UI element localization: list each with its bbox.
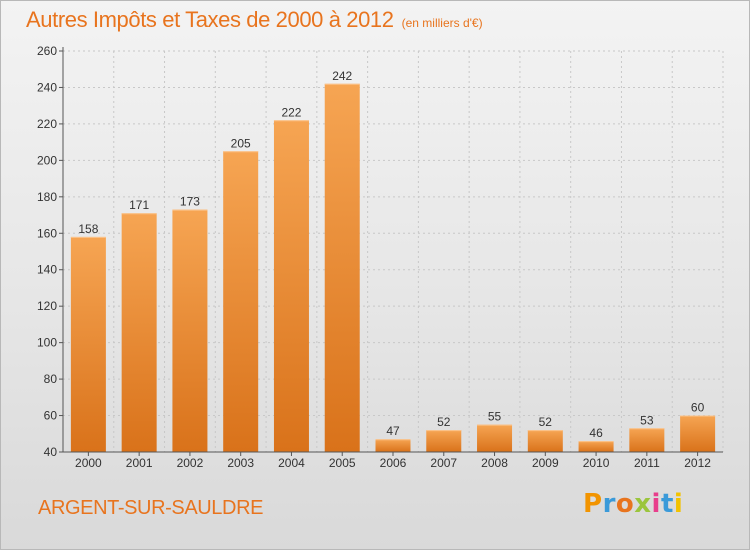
brand-letter: P xyxy=(583,489,603,519)
brand-letter: i xyxy=(673,489,684,519)
bar xyxy=(223,151,259,452)
brand-letter: x xyxy=(634,489,652,519)
bar xyxy=(578,441,614,452)
bar xyxy=(324,83,360,453)
brand-letter: t xyxy=(660,489,674,519)
bar xyxy=(680,415,716,452)
place-name: ARGENT-SUR-SAULDRE xyxy=(38,497,264,519)
bar-value-label: 47 xyxy=(386,424,400,438)
bar xyxy=(70,236,106,452)
bar xyxy=(121,213,157,452)
y-tick-label: 200 xyxy=(37,153,57,167)
x-tick-label: 2007 xyxy=(430,456,457,470)
bar-value-label: 158 xyxy=(78,222,98,236)
y-tick-label: 240 xyxy=(37,80,57,94)
x-tick-label: 2010 xyxy=(583,456,610,470)
x-tick-label: 2012 xyxy=(684,456,711,470)
bar-value-label: 173 xyxy=(180,195,200,209)
bar-value-label: 53 xyxy=(640,413,654,427)
brand-logo: Proxiti xyxy=(583,489,683,519)
bar-value-label: 60 xyxy=(691,401,705,415)
bar xyxy=(629,428,665,452)
x-tick-label: 2009 xyxy=(532,456,559,470)
bar xyxy=(375,439,411,452)
bar-value-label: 55 xyxy=(488,410,502,424)
bar xyxy=(273,120,309,452)
x-tick-label: 2004 xyxy=(278,456,305,470)
bar-value-label: 171 xyxy=(129,198,149,212)
y-tick-label: 40 xyxy=(44,445,58,459)
y-tick-label: 60 xyxy=(44,409,58,423)
x-tick-label: 2002 xyxy=(177,456,204,470)
bar-value-label: 52 xyxy=(539,415,553,429)
bar xyxy=(172,209,208,452)
x-tick-label: 2003 xyxy=(227,456,254,470)
bar xyxy=(426,430,462,452)
y-tick-label: 80 xyxy=(44,372,58,386)
y-tick-label: 260 xyxy=(37,44,57,58)
bar-value-label: 52 xyxy=(437,415,451,429)
x-tick-label: 2011 xyxy=(634,456,660,470)
x-tick-label: 2000 xyxy=(75,456,102,470)
y-tick-label: 120 xyxy=(37,299,57,313)
x-tick-label: 2001 xyxy=(126,456,153,470)
y-tick-label: 100 xyxy=(37,336,57,350)
y-tick-label: 220 xyxy=(37,117,57,131)
brand-letter: i xyxy=(651,489,661,519)
x-tick-label: 2006 xyxy=(380,456,407,470)
bar-value-label: 242 xyxy=(332,69,352,83)
y-tick-label: 140 xyxy=(37,263,57,277)
chart-unit: (en milliers d'€) xyxy=(401,16,483,30)
bar-value-label: 46 xyxy=(589,426,603,440)
x-tick-label: 2008 xyxy=(481,456,508,470)
bar-value-label: 205 xyxy=(231,136,251,150)
y-tick-label: 180 xyxy=(37,190,57,204)
x-tick-label: 2005 xyxy=(329,456,356,470)
bar xyxy=(527,430,563,452)
brand-letter: r xyxy=(602,489,616,519)
bar-value-label: 222 xyxy=(281,105,301,119)
brand-letter: o xyxy=(615,489,635,519)
chart-title: Autres Impôts et Taxes de 2000 à 2012 (en… xyxy=(26,7,483,33)
y-tick-label: 160 xyxy=(37,226,57,240)
chart-title-text: Autres Impôts et Taxes de 2000 à 2012 xyxy=(26,7,394,32)
bar xyxy=(477,424,513,452)
